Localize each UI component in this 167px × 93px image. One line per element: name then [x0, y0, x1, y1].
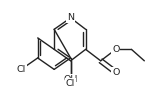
Text: O: O [112, 45, 119, 54]
Text: O: O [112, 68, 119, 77]
Text: N: N [67, 13, 74, 22]
Text: OH: OH [63, 75, 78, 84]
Text: Cl: Cl [66, 79, 75, 88]
Text: Cl: Cl [17, 65, 26, 74]
